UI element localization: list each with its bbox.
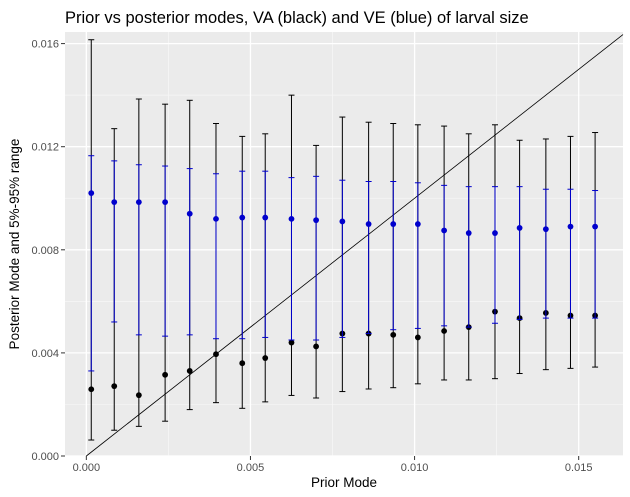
- x-axis: 0.000 0.005 0.010 0.015: [73, 456, 593, 474]
- x-tick-label: 0.005: [237, 462, 265, 474]
- ve-point: [262, 214, 269, 221]
- y-axis: 0.000 0.004 0.008 0.012 0.016: [31, 39, 65, 463]
- x-tick-label: 0.015: [565, 462, 593, 474]
- ve-point: [162, 199, 169, 206]
- va-point: [414, 334, 421, 341]
- x-axis-label: Prior Mode: [311, 475, 377, 490]
- va-point: [135, 392, 142, 399]
- x-tick-label: 0.000: [73, 462, 101, 474]
- va-point: [288, 339, 295, 346]
- va-point: [239, 360, 246, 367]
- ve-point: [390, 221, 397, 227]
- chart-title: Prior vs posterior modes, VA (black) and…: [65, 9, 529, 27]
- series-layer: [88, 39, 599, 441]
- va-point: [186, 368, 193, 374]
- grid-minor: [65, 32, 623, 456]
- ve-point: [465, 230, 472, 236]
- ve-point: [592, 223, 598, 230]
- ve-point: [414, 221, 421, 227]
- ve-point: [516, 224, 523, 231]
- y-tick-label: 0.008: [31, 245, 59, 257]
- ve-point: [339, 218, 346, 225]
- va-point: [213, 351, 219, 358]
- ve-point: [88, 190, 95, 196]
- ve-point: [135, 199, 142, 206]
- plot-panel: [65, 32, 623, 456]
- ve-point: [542, 226, 549, 233]
- ve-point: [213, 215, 219, 222]
- ve-point: [111, 199, 118, 206]
- va-point: [313, 343, 319, 350]
- va-point: [262, 355, 269, 361]
- ve-point: [288, 215, 295, 222]
- va-point: [441, 328, 448, 334]
- ve-point: [492, 230, 498, 236]
- x-tick-label: 0.010: [401, 462, 429, 474]
- y-axis-label: Posterior Mode and 5%-95% range: [7, 139, 22, 350]
- ve-point: [239, 214, 246, 221]
- reference-line-layer: [86, 34, 624, 457]
- grid-major: [65, 32, 623, 457]
- y-tick-label: 0.000: [31, 451, 59, 463]
- ve-point: [567, 223, 574, 230]
- ve-point: [441, 227, 448, 234]
- y-tick-label: 0.004: [31, 348, 59, 360]
- va-point: [390, 331, 397, 338]
- va-point: [88, 386, 95, 393]
- identity-line: [86, 34, 624, 457]
- ve-point: [313, 217, 319, 224]
- y-tick-label: 0.012: [31, 142, 59, 154]
- y-tick-label: 0.016: [31, 39, 59, 51]
- ve-point: [365, 221, 372, 227]
- va-point: [162, 371, 169, 378]
- series-ve: [88, 155, 599, 372]
- ve-point: [186, 210, 193, 217]
- va-point: [111, 383, 118, 390]
